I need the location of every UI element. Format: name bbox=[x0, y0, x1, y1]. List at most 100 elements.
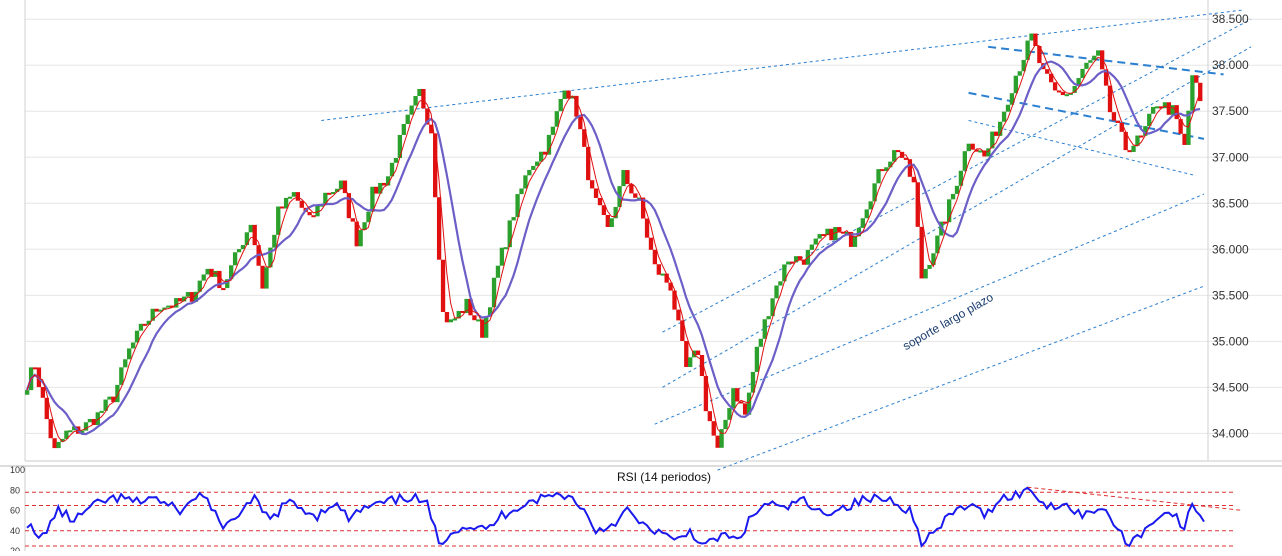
candle bbox=[299, 200, 304, 208]
rsi-tick-label: 100 bbox=[10, 465, 25, 475]
candle bbox=[707, 411, 712, 422]
candle bbox=[374, 186, 379, 194]
candle bbox=[1080, 68, 1085, 79]
candle bbox=[174, 298, 179, 308]
candle bbox=[750, 371, 756, 393]
candle bbox=[597, 197, 603, 206]
candle bbox=[283, 197, 289, 209]
candle bbox=[440, 259, 446, 313]
rsi-trendline bbox=[1027, 486, 1244, 511]
candle bbox=[209, 268, 214, 277]
candle bbox=[844, 231, 850, 234]
candle bbox=[48, 419, 53, 439]
candle bbox=[1072, 86, 1077, 93]
candle bbox=[436, 197, 442, 260]
rsi-line bbox=[26, 486, 1205, 548]
candle bbox=[754, 346, 760, 372]
candle bbox=[197, 280, 202, 292]
candle bbox=[280, 206, 285, 209]
candle bbox=[170, 305, 175, 308]
candle bbox=[111, 396, 116, 403]
candle bbox=[1045, 69, 1050, 74]
candle bbox=[825, 228, 830, 236]
candle bbox=[625, 170, 630, 185]
candle bbox=[370, 186, 375, 212]
candle bbox=[1029, 33, 1034, 41]
candle bbox=[586, 146, 591, 181]
candle bbox=[456, 310, 461, 319]
candle bbox=[946, 199, 952, 223]
candle bbox=[491, 277, 497, 308]
candle bbox=[672, 290, 677, 310]
candle bbox=[974, 149, 979, 152]
candle bbox=[181, 296, 187, 302]
candle bbox=[923, 268, 928, 279]
candle bbox=[1025, 40, 1030, 60]
candle bbox=[468, 298, 473, 316]
candle bbox=[1123, 131, 1128, 151]
candle bbox=[703, 376, 709, 412]
candle bbox=[790, 261, 795, 264]
price-gridlines bbox=[24, 0, 1282, 462]
candle bbox=[334, 188, 340, 192]
candle bbox=[397, 134, 403, 158]
candle bbox=[766, 316, 771, 320]
candle bbox=[660, 273, 665, 276]
candle bbox=[244, 232, 250, 246]
candle bbox=[346, 193, 352, 219]
candle bbox=[52, 438, 57, 449]
candle bbox=[695, 350, 701, 355]
candle bbox=[895, 150, 901, 153]
candle bbox=[648, 237, 654, 250]
candle bbox=[1052, 82, 1058, 91]
price-tick-label: 38.500 bbox=[1212, 12, 1249, 26]
candle bbox=[1076, 78, 1081, 87]
candle bbox=[656, 264, 661, 275]
slow-average-line bbox=[25, 60, 1201, 436]
candle bbox=[342, 180, 348, 194]
candle bbox=[511, 217, 516, 221]
candle bbox=[931, 253, 936, 265]
candle bbox=[578, 116, 583, 130]
candle bbox=[519, 188, 524, 195]
candle bbox=[472, 315, 477, 321]
trendline bbox=[717, 285, 1205, 471]
candle bbox=[570, 95, 575, 99]
candle bbox=[860, 218, 865, 228]
candle bbox=[907, 159, 913, 177]
candle bbox=[323, 192, 328, 205]
trendline bbox=[662, 18, 1252, 333]
candle bbox=[562, 90, 567, 99]
candle bbox=[892, 150, 897, 162]
trendline-annotation: soporte largo plazo bbox=[900, 290, 996, 353]
candle bbox=[1064, 94, 1070, 97]
candle bbox=[1005, 104, 1011, 112]
candle bbox=[1088, 60, 1093, 63]
candle bbox=[213, 270, 218, 277]
candle bbox=[538, 151, 544, 162]
candle bbox=[629, 184, 634, 194]
candle bbox=[1127, 150, 1132, 153]
candle bbox=[201, 274, 206, 281]
candle bbox=[350, 218, 355, 222]
candle bbox=[778, 281, 783, 286]
candle bbox=[189, 292, 195, 302]
candle bbox=[566, 90, 571, 99]
rsi-panel: 100 80 60 40 20 RSI (14 periodos) bbox=[0, 465, 1282, 556]
candle bbox=[287, 196, 293, 199]
candle bbox=[739, 401, 744, 404]
candle bbox=[864, 209, 869, 219]
candle bbox=[542, 151, 548, 155]
trendline bbox=[662, 46, 1252, 388]
candle bbox=[911, 176, 916, 183]
candle bbox=[943, 221, 948, 224]
candle bbox=[558, 98, 563, 112]
candle bbox=[958, 170, 964, 186]
candle bbox=[1139, 135, 1144, 138]
candle bbox=[797, 256, 803, 260]
rsi-tick-label: 40 bbox=[10, 526, 20, 536]
candle bbox=[217, 270, 222, 289]
trendlines bbox=[321, 9, 1252, 471]
